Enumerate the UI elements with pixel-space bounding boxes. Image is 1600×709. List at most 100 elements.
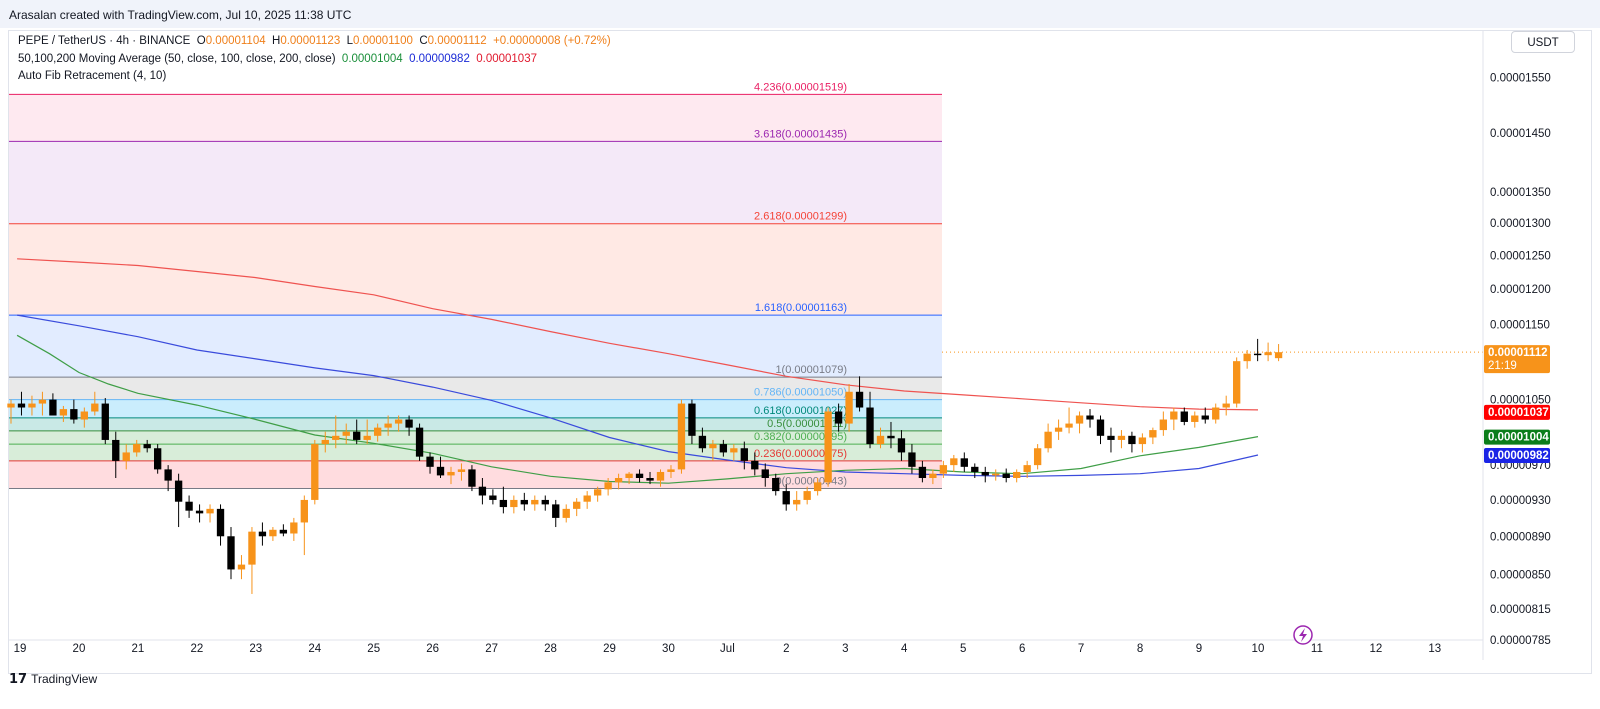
time-axis[interactable]: 19 20 21 22 23 24 25 26 27 28 29 30 Jul 2 3 4 5 6 7 8 9 10 11 1… <box>9 639 1483 655</box>
currency-button[interactable]: USDT <box>1511 31 1575 53</box>
symbol-name[interactable]: PEPE / TetherUS · 4h · BINANCE <box>18 35 191 47</box>
candle-body <box>59 409 68 416</box>
x-tick-label: 12 <box>1369 643 1382 655</box>
candle-body <box>143 444 151 449</box>
ma50-value: 0.00001004 <box>341 53 403 65</box>
candle-body <box>604 482 612 490</box>
high-value: 0.00001123 <box>280 35 341 47</box>
x-tick-label: 25 <box>367 643 380 655</box>
x-tick-label: 22 <box>190 643 203 655</box>
fib-label: 1.618(0.00001163) <box>755 302 847 314</box>
candle-body <box>195 510 204 514</box>
candle-body <box>1264 352 1272 356</box>
candle-body <box>185 501 193 511</box>
x-tick-label: 7 <box>1078 643 1084 655</box>
y-tick-label: 0.00001200 <box>1490 284 1551 296</box>
candle-body <box>531 499 539 505</box>
price-badge-label: 0.00001112 <box>1488 347 1548 359</box>
candle-body <box>457 469 466 472</box>
price-axis[interactable]: 0.00001550 0.00001450 0.00001350 0.00001300… <box>1482 31 1551 660</box>
fib-zone <box>9 141 942 224</box>
candle-body <box>1023 465 1031 472</box>
candle-body <box>342 431 350 436</box>
candle-body <box>593 489 602 496</box>
candle-body <box>1128 435 1136 445</box>
candle-body <box>227 536 235 570</box>
candle-body <box>929 473 937 479</box>
moving-averages <box>16 258 1259 484</box>
price-badge-label: 0.00001037 <box>1488 407 1549 419</box>
lightning-icon[interactable] <box>1293 625 1313 645</box>
ma-legend[interactable]: 50,100,200 Moving Average (50, close, 10… <box>18 53 537 65</box>
attribution-bar: Arasalan created with TradingView.com, J… <box>0 0 1600 28</box>
candle-body <box>635 473 644 479</box>
candle-body <box>1170 411 1178 420</box>
candle-body <box>939 465 948 474</box>
candle-body <box>709 444 717 449</box>
ma200-line <box>17 258 1259 411</box>
y-tick-label: 0.00000890 <box>1490 531 1551 543</box>
footer-brand[interactable]: 𝟭𝟳 TradingView <box>9 671 97 687</box>
candle-body <box>206 508 214 514</box>
x-tick-label: 23 <box>249 643 262 655</box>
price-badge-label: 0.00000982 <box>1488 450 1549 462</box>
x-tick-label: 30 <box>662 643 675 655</box>
candle-body <box>49 399 57 416</box>
x-tick-label: 11 <box>1311 643 1323 655</box>
candle-body <box>1096 419 1105 436</box>
x-tick-label: 3 <box>842 643 848 655</box>
fib-legend[interactable]: Auto Fib Retracement (4, 10) <box>18 70 166 82</box>
candle-body <box>803 491 811 500</box>
candle-body <box>174 480 183 502</box>
candle-body <box>573 501 581 509</box>
candle-body <box>248 531 256 565</box>
candle-body <box>1274 352 1283 359</box>
candle-body <box>133 444 141 453</box>
fib-label: 0.618(0.00001027) <box>754 405 847 417</box>
candle-body <box>950 458 958 466</box>
candle-body <box>855 391 864 408</box>
candle-body <box>394 419 403 424</box>
candle-body <box>447 471 455 476</box>
candle-body <box>1159 419 1168 431</box>
fib-zone <box>9 430 942 445</box>
candle-body <box>918 466 927 479</box>
x-tick-label: 28 <box>544 643 557 655</box>
candle-body <box>562 508 570 518</box>
y-tick-label: 0.00001350 <box>1490 187 1551 199</box>
y-tick-label: 0.00000850 <box>1490 569 1551 581</box>
candle-body <box>499 499 508 508</box>
fib-zone <box>9 223 942 316</box>
x-tick-label: 26 <box>426 643 439 655</box>
candles <box>7 338 1483 594</box>
candle-body <box>510 499 518 508</box>
candle-body <box>1075 415 1084 424</box>
candle-body <box>656 471 665 481</box>
candle-body <box>91 403 99 412</box>
candle-body <box>834 411 843 424</box>
candle-body <box>866 407 874 445</box>
candle-body <box>279 529 288 534</box>
candle-body <box>17 403 26 408</box>
open-value: 0.00001104 <box>205 35 266 47</box>
candle-body <box>1013 471 1021 479</box>
x-tick-label: 20 <box>73 643 86 655</box>
candle-body <box>405 419 413 428</box>
candle-body <box>793 499 801 505</box>
candle-body <box>269 529 277 537</box>
ma100-line <box>16 314 1259 477</box>
ma50-line <box>16 334 1259 484</box>
candle-body <box>782 491 790 505</box>
fib-label: 0.786(0.00001050) <box>754 387 847 399</box>
candle-body <box>1191 415 1199 422</box>
candle-body <box>363 435 371 440</box>
x-tick-label: 13 <box>1428 643 1441 655</box>
y-tick-label: 0.00001250 <box>1490 250 1551 262</box>
candle-body <box>1180 411 1188 422</box>
candle-body <box>384 423 392 428</box>
candle-body <box>646 478 654 481</box>
y-tick-label: 0.00001450 <box>1490 128 1551 140</box>
candle-body <box>1033 448 1042 466</box>
candle-body <box>1117 435 1126 440</box>
